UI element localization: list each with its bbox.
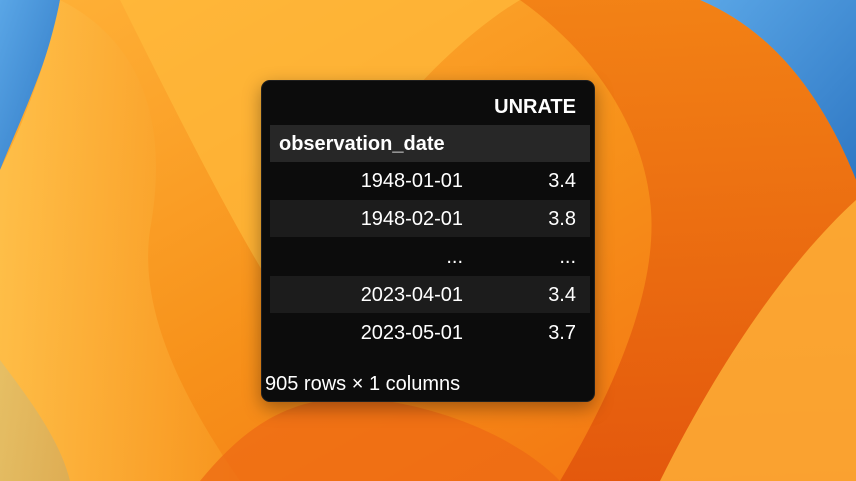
table-row-ellipsis: ... ...	[270, 238, 590, 275]
index-name-header: observation_date	[279, 133, 445, 155]
row-value: 3.4	[548, 170, 576, 192]
row-value: ...	[559, 246, 576, 268]
row-value: 3.4	[548, 284, 576, 306]
table-row: 1948-01-01 3.4	[270, 162, 590, 199]
row-date: ...	[446, 246, 463, 268]
row-value: 3.8	[548, 208, 576, 230]
row-count-footer: 905 rows × 1 columns	[265, 373, 461, 395]
row-date: 2023-05-01	[360, 322, 463, 344]
dataframe-output: UNRATE observation_date 1948-01-01 3.4 1…	[261, 80, 595, 402]
table-row: 2023-05-01 3.7	[270, 314, 590, 351]
row-date: 1948-02-01	[360, 208, 463, 230]
table-row: 2023-04-01 3.4	[270, 276, 590, 313]
column-header-unrate: UNRATE	[494, 96, 576, 118]
index-header-row: observation_date	[270, 125, 590, 162]
table-row: 1948-02-01 3.8	[270, 200, 590, 237]
column-header-row: UNRATE	[270, 88, 590, 125]
row-date: 2023-04-01	[360, 284, 463, 306]
row-date: 1948-01-01	[360, 170, 463, 192]
row-value: 3.7	[548, 322, 576, 344]
